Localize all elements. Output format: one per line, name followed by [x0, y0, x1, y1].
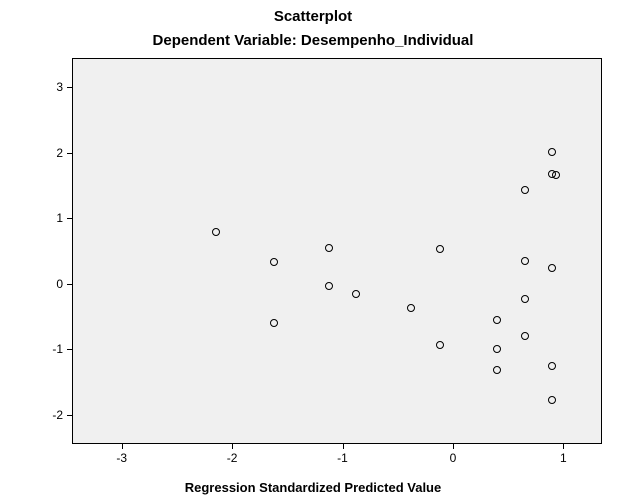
scatter-point: [436, 245, 444, 253]
scatter-point: [548, 264, 556, 272]
scatter-point: [436, 341, 444, 349]
y-tick-label: -1: [52, 342, 63, 356]
x-tick-mark: [343, 444, 344, 449]
y-tick-label: 0: [56, 277, 63, 291]
scatter-point: [493, 345, 501, 353]
scatter-point: [521, 295, 529, 303]
plot-area: [72, 58, 602, 444]
y-tick-label: 3: [56, 80, 63, 94]
scatter-point: [521, 257, 529, 265]
x-tick-label: -3: [116, 451, 127, 465]
scatter-point: [548, 148, 556, 156]
x-tick-label: -2: [227, 451, 238, 465]
chart-title: Scatterplot: [0, 8, 626, 25]
scatter-point: [270, 319, 278, 327]
scatterplot-figure: Scatterplot Dependent Variable: Desempen…: [0, 0, 626, 501]
scatter-point: [325, 244, 333, 252]
scatter-point: [493, 316, 501, 324]
x-tick-label: 0: [450, 451, 457, 465]
x-tick-label: 1: [560, 451, 567, 465]
scatter-point: [548, 396, 556, 404]
scatter-point: [521, 186, 529, 194]
chart-subtitle: Dependent Variable: Desempenho_Individua…: [0, 32, 626, 49]
x-tick-mark: [122, 444, 123, 449]
scatter-point: [493, 366, 501, 374]
y-tick-mark: [67, 415, 72, 416]
scatter-point: [212, 228, 220, 236]
x-tick-label: -1: [337, 451, 348, 465]
y-tick-mark: [67, 284, 72, 285]
scatter-point: [407, 304, 415, 312]
y-tick-mark: [67, 218, 72, 219]
x-axis-label: Regression Standardized Predicted Value: [0, 480, 626, 495]
y-tick-mark: [67, 349, 72, 350]
scatter-point: [352, 290, 360, 298]
scatter-point: [548, 362, 556, 370]
y-tick-mark: [67, 153, 72, 154]
scatter-point: [521, 332, 529, 340]
x-tick-mark: [563, 444, 564, 449]
x-tick-mark: [453, 444, 454, 449]
y-tick-label: 1: [56, 211, 63, 225]
y-tick-label: 2: [56, 146, 63, 160]
y-tick-mark: [67, 87, 72, 88]
scatter-point: [270, 258, 278, 266]
y-tick-label: -2: [52, 408, 63, 422]
scatter-point: [325, 282, 333, 290]
scatter-point: [552, 171, 560, 179]
x-tick-mark: [232, 444, 233, 449]
